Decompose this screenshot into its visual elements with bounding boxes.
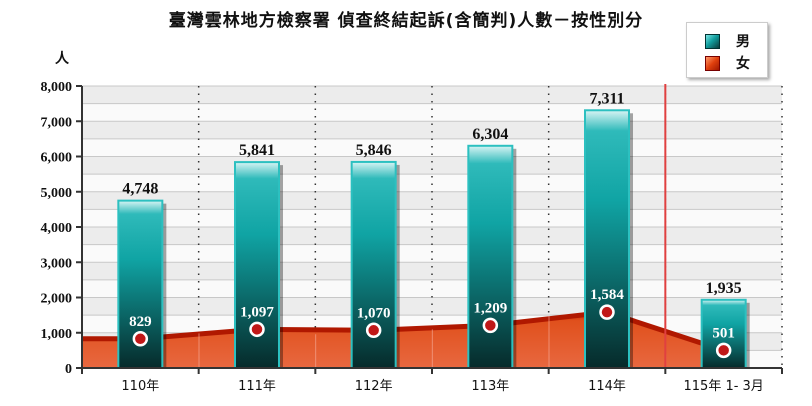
male-value-label: 4,748: [122, 181, 158, 198]
female-point-marker-icon: [599, 304, 615, 320]
female-value-label: 1,209: [473, 300, 507, 316]
legend-swatch-male-icon: [705, 33, 720, 49]
male-value-label: 7,311: [589, 90, 624, 107]
x-category-label: 114年: [588, 379, 626, 394]
y-tick-label: 4,000: [41, 221, 73, 236]
legend-item-female: 女: [705, 53, 750, 73]
y-tick-label: 5,000: [41, 186, 73, 201]
male-bars: [117, 109, 750, 370]
legend-label-male: 男: [736, 34, 750, 50]
y-tick-label: 6,000: [41, 151, 73, 166]
male-bar: [584, 109, 630, 369]
y-axis-unit: 人: [55, 51, 69, 67]
x-category-label: 112年: [355, 379, 393, 394]
male-value-label: 1,935: [706, 280, 742, 297]
male-value-label: 6,304: [472, 126, 508, 143]
chart-title: 臺灣雲林地方檢察署 偵查終結起訴(含簡判)人數－按性別分: [168, 11, 644, 31]
male-bar: [234, 161, 280, 369]
legend-swatch-female-icon: [705, 55, 720, 71]
x-category-label: 110年: [121, 379, 159, 394]
y-tick-label: 1,000: [41, 327, 73, 342]
y-tick-label: 3,000: [41, 256, 73, 271]
female-point-marker-icon: [249, 321, 265, 338]
legend-item-male: 男: [705, 31, 750, 51]
y-tick-label: 2,000: [41, 292, 73, 307]
data-labels: 4,748 5,841 5,846 6,304 7,311 1,935 829 1,097 1,…: [122, 90, 742, 359]
male-value-label: 5,846: [356, 142, 392, 159]
x-category-label: 115年 1- 3月: [684, 379, 764, 394]
female-value-label: 1,584: [590, 287, 624, 303]
female-point-marker-icon: [715, 342, 732, 359]
female-point-marker-icon: [482, 317, 499, 334]
x-category-label: 111年: [238, 379, 276, 394]
legend: 男 女: [686, 22, 768, 78]
male-bar: [467, 144, 514, 369]
axes: 0 1,000 2,000 3,000 4,000 5,000 6,000 7,000 8,00…: [41, 80, 783, 394]
female-value-label: 829: [129, 314, 152, 330]
female-value-label: 501: [712, 325, 735, 341]
male-value-label: 5,841: [239, 142, 275, 159]
y-tick-label: 8,000: [41, 80, 73, 95]
x-category-label: 113年: [471, 379, 509, 394]
female-point-marker-icon: [132, 331, 149, 347]
legend-label-female: 女: [736, 56, 750, 72]
female-point-marker-icon: [365, 322, 382, 339]
y-tick-label: 0: [65, 362, 72, 377]
female-value-label: 1,070: [357, 305, 391, 321]
y-tick-label: 7,000: [41, 115, 73, 130]
female-value-label: 1,097: [240, 304, 274, 320]
